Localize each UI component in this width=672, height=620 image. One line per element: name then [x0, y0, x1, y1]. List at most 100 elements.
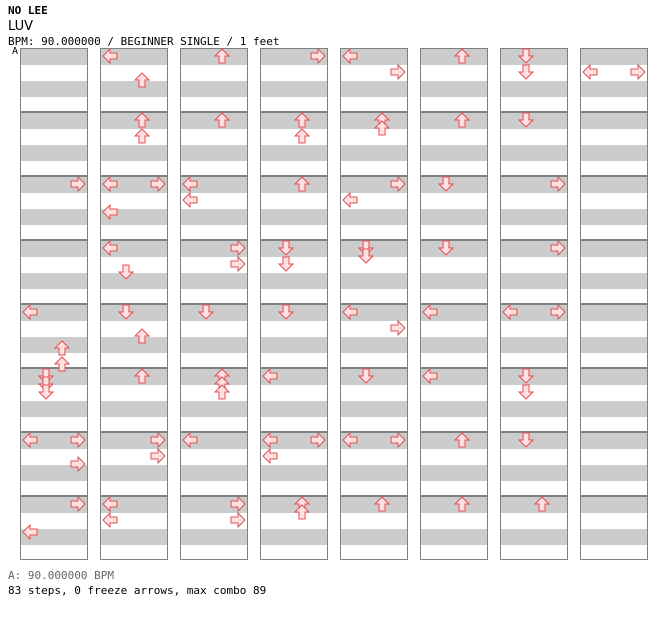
- step-arrow-right-icon: [390, 176, 406, 192]
- beat-stripe: [21, 337, 87, 353]
- measure: [500, 496, 568, 560]
- beat-stripe: [581, 529, 647, 545]
- beat-stripe: [581, 369, 647, 385]
- measure: [420, 496, 488, 560]
- beat-stripe: [421, 401, 487, 417]
- measure: [580, 496, 648, 560]
- measure: [500, 48, 568, 112]
- beat-stripe: [581, 145, 647, 161]
- beat-stripe: [421, 113, 487, 129]
- step-arrow-down-icon: [118, 264, 134, 280]
- step-arrow-right-icon: [70, 432, 86, 448]
- measure: [500, 368, 568, 432]
- beat-stripe: [421, 529, 487, 545]
- step-arrow-left-icon: [182, 176, 198, 192]
- measure: [340, 496, 408, 560]
- step-arrow-up-icon: [214, 384, 230, 400]
- measure: [580, 304, 648, 368]
- measure: [340, 176, 408, 240]
- chart-meta: BPM: 90.000000 / BEGINNER SINGLE / 1 fee…: [8, 35, 280, 48]
- beat-stripe: [341, 465, 407, 481]
- beat-stripe: [181, 305, 247, 321]
- beat-stripe: [261, 497, 327, 513]
- measure: [420, 432, 488, 496]
- step-arrow-left-icon: [342, 192, 358, 208]
- step-arrow-left-icon: [422, 368, 438, 384]
- beat-stripe: [21, 241, 87, 257]
- beat-stripe: [501, 145, 567, 161]
- beat-stripe: [581, 337, 647, 353]
- beat-stripe: [421, 177, 487, 193]
- measure: [580, 176, 648, 240]
- measure: [580, 240, 648, 304]
- step-arrow-right-icon: [550, 176, 566, 192]
- beat-stripe: [21, 113, 87, 129]
- step-arrow-up-icon: [54, 340, 70, 356]
- beat-stripe: [101, 465, 167, 481]
- step-arrow-down-icon: [278, 240, 294, 256]
- measure: [180, 368, 248, 432]
- measure: [340, 112, 408, 176]
- beat-stripe: [581, 401, 647, 417]
- beat-stripe: [261, 241, 327, 257]
- beat-stripe: [261, 209, 327, 225]
- measure: [260, 496, 328, 560]
- step-arrow-right-icon: [230, 256, 246, 272]
- beat-stripe: [101, 401, 167, 417]
- beat-stripe: [101, 529, 167, 545]
- step-arrow-left-icon: [102, 204, 118, 220]
- bpm-summary: A: 90.000000 BPM: [8, 569, 114, 582]
- step-arrow-right-icon: [310, 48, 326, 64]
- step-arrow-left-icon: [342, 432, 358, 448]
- step-arrow-up-icon: [294, 176, 310, 192]
- beat-stripe: [421, 465, 487, 481]
- beat-stripe: [501, 209, 567, 225]
- beat-stripe: [181, 529, 247, 545]
- beat-stripe: [501, 273, 567, 289]
- step-stats: 83 steps, 0 freeze arrows, max combo 89: [8, 584, 267, 597]
- step-arrow-right-icon: [230, 512, 246, 528]
- step-arrow-left-icon: [262, 448, 278, 464]
- step-arrow-down-icon: [438, 240, 454, 256]
- measure: [20, 112, 88, 176]
- beat-stripe: [501, 497, 567, 513]
- beat-stripe: [581, 305, 647, 321]
- step-arrow-up-icon: [214, 112, 230, 128]
- measure: [100, 304, 168, 368]
- beat-stripe: [501, 81, 567, 97]
- step-arrow-up-icon: [134, 112, 150, 128]
- measure: [20, 368, 88, 432]
- beat-stripe: [421, 209, 487, 225]
- beat-stripe: [341, 401, 407, 417]
- beat-stripe: [581, 273, 647, 289]
- step-arrow-right-icon: [70, 176, 86, 192]
- beat-stripe: [261, 529, 327, 545]
- measure: [100, 496, 168, 560]
- step-arrow-left-icon: [502, 304, 518, 320]
- beat-stripe: [21, 81, 87, 97]
- beat-stripe: [181, 273, 247, 289]
- beat-stripe: [581, 433, 647, 449]
- step-arrow-up-icon: [454, 112, 470, 128]
- step-arrow-down-icon: [358, 248, 374, 264]
- beat-stripe: [261, 273, 327, 289]
- beat-stripe: [181, 465, 247, 481]
- step-arrow-down-icon: [358, 368, 374, 384]
- beat-stripe: [261, 305, 327, 321]
- step-arrow-right-icon: [70, 456, 86, 472]
- beat-stripe: [101, 337, 167, 353]
- step-arrow-down-icon: [278, 256, 294, 272]
- step-arrow-left-icon: [422, 304, 438, 320]
- step-arrow-down-icon: [518, 368, 534, 384]
- step-arrow-up-icon: [374, 120, 390, 136]
- beat-stripe: [581, 177, 647, 193]
- beat-stripe: [21, 465, 87, 481]
- measure: [500, 432, 568, 496]
- step-arrow-right-icon: [150, 448, 166, 464]
- step-arrow-right-icon: [310, 432, 326, 448]
- measure: [500, 112, 568, 176]
- step-arrow-left-icon: [582, 64, 598, 80]
- beat-stripe: [181, 113, 247, 129]
- step-arrow-left-icon: [102, 240, 118, 256]
- step-arrow-left-icon: [182, 432, 198, 448]
